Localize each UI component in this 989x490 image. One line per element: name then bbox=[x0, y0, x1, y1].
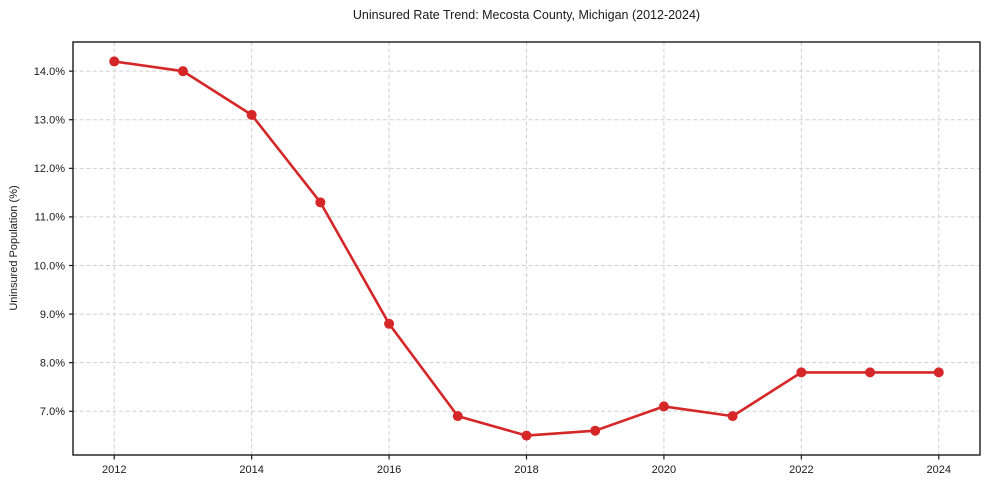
y-tick-label: 13.0% bbox=[34, 115, 65, 127]
x-tick-label: 2024 bbox=[927, 464, 951, 476]
x-tick-label: 2020 bbox=[652, 464, 676, 476]
x-tick-label: 2014 bbox=[239, 464, 263, 476]
data-point bbox=[452, 411, 463, 422]
y-tick-label: 7.0% bbox=[40, 406, 65, 418]
data-point bbox=[933, 367, 944, 378]
data-point bbox=[865, 367, 876, 378]
y-tick-label: 14.0% bbox=[34, 66, 65, 78]
data-point bbox=[109, 56, 120, 67]
y-tick-label: 8.0% bbox=[40, 357, 65, 369]
x-tick-label: 2012 bbox=[102, 464, 126, 476]
y-tick-label: 10.0% bbox=[34, 260, 65, 272]
x-tick-label: 2016 bbox=[377, 464, 401, 476]
y-tick-label: 9.0% bbox=[40, 309, 65, 321]
plot-border bbox=[72, 41, 981, 456]
data-point bbox=[521, 430, 532, 441]
data-point bbox=[384, 318, 395, 329]
y-tick-label: 12.0% bbox=[34, 163, 65, 175]
data-point bbox=[727, 411, 738, 422]
data-point bbox=[177, 66, 188, 77]
data-point bbox=[246, 109, 257, 120]
data-point bbox=[658, 401, 669, 412]
x-tick-label: 2018 bbox=[514, 464, 538, 476]
y-tick-label: 11.0% bbox=[35, 212, 66, 224]
data-point bbox=[315, 197, 326, 208]
x-tick-label: 2022 bbox=[789, 464, 813, 476]
chart-title: Uninsured Rate Trend: Mecosta County, Mi… bbox=[352, 8, 701, 22]
data-point bbox=[590, 425, 601, 436]
data-point bbox=[796, 367, 807, 378]
